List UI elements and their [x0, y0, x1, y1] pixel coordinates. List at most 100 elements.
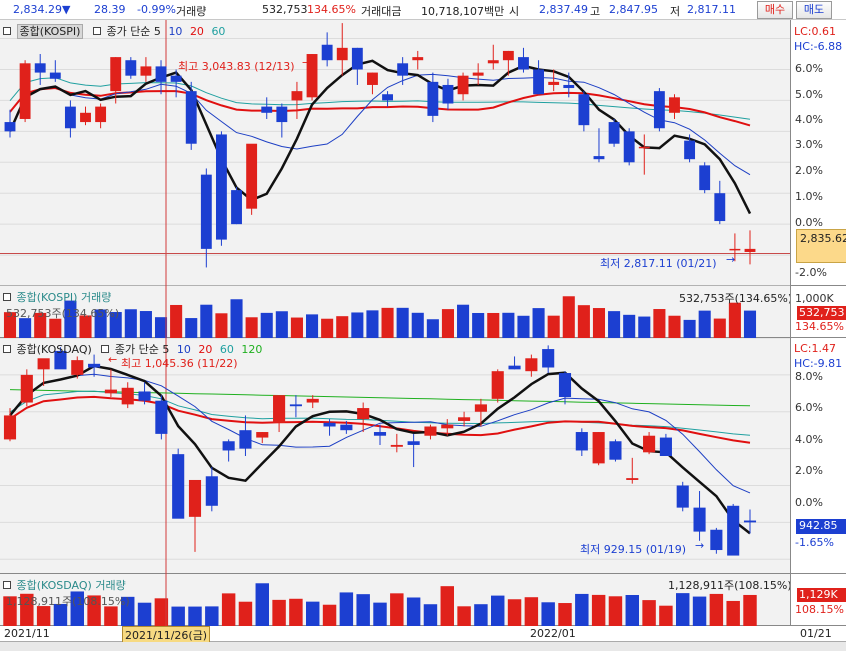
candle-body	[80, 112, 91, 123]
kospi-vol-pct: 134.65%	[795, 320, 844, 333]
candle	[714, 180, 726, 225]
kospi-volume-axis[interactable]: 1,000K 532,753 134.65%	[790, 286, 846, 338]
kosdaq-ma60[interactable]: 60	[219, 343, 234, 356]
candle	[442, 78, 454, 110]
volume-bar	[457, 606, 471, 626]
candle	[321, 32, 333, 67]
candle	[110, 57, 122, 104]
volume-bar	[36, 606, 51, 626]
candle-body	[351, 47, 363, 70]
candle-body	[558, 373, 572, 397]
kospi-ma-label[interactable]: 종가 단순 5	[106, 25, 161, 38]
kosdaq-price-panel[interactable]: 종합(KOSDAQ) 종가 단순 5 10 20 60 120 ← 최고 1,0…	[0, 338, 790, 574]
volume-bar	[205, 606, 219, 626]
candle-body	[727, 505, 740, 556]
candle-body	[593, 156, 605, 160]
candle	[306, 395, 319, 409]
kospi-ma20[interactable]: 20	[189, 25, 204, 38]
volume-bar	[154, 317, 168, 338]
kospi-volume-title-text[interactable]: 종합(KOSPI) 거래량	[16, 291, 112, 304]
kospi-ma10[interactable]: 10	[168, 25, 183, 38]
candle	[222, 439, 235, 462]
volume-bar	[517, 315, 530, 338]
candle-body	[373, 432, 387, 436]
kosdaq-ma-label[interactable]: 종가 단순 5	[114, 343, 170, 356]
candle	[558, 371, 572, 405]
kospi-ma60[interactable]: 60	[211, 25, 226, 38]
kosdaq-ma10[interactable]: 10	[176, 343, 191, 356]
volume-bar	[366, 310, 379, 338]
candle	[172, 448, 185, 519]
low-arrow-icon: →	[695, 539, 705, 552]
low-arrow-icon: →	[726, 253, 736, 266]
candle-body	[246, 143, 258, 209]
amount-label: 거래대금	[361, 5, 402, 18]
volume-bar	[472, 312, 485, 338]
candle	[95, 103, 107, 129]
volume-bar	[591, 594, 606, 626]
high-value: 2,847.95	[609, 3, 658, 16]
volume-bar	[306, 601, 320, 626]
kospi-price-panel[interactable]: 종합(KOSPI) 종가 단순 5 10 20 60 최고 3,043.83 (…	[0, 20, 790, 286]
candle	[743, 509, 757, 534]
candle-body	[222, 441, 235, 451]
candle	[542, 345, 555, 374]
volume-bar	[137, 602, 152, 626]
volume-bar	[577, 305, 590, 338]
candle-body	[261, 106, 273, 113]
kosdaq-volume-title-text[interactable]: 종합(KOSDAQ) 거래량	[16, 579, 126, 592]
kospi-ytick: 4.0%	[795, 113, 823, 126]
volume-bar	[592, 308, 606, 338]
candle	[88, 354, 101, 377]
sell-button[interactable]: 매도	[796, 1, 832, 19]
candle-body	[623, 131, 635, 163]
candle-body	[306, 398, 319, 403]
candle-body	[34, 63, 46, 73]
kospi-volume-panel[interactable]: 종합(KOSPI) 거래량 532,753주(134.65%) 532,753주…	[0, 286, 793, 338]
kosdaq-hc: HC:-9.81	[794, 357, 843, 370]
candle-body	[200, 174, 212, 249]
candle	[138, 382, 151, 405]
candle-body	[442, 84, 454, 104]
candle-body	[693, 507, 706, 532]
candle-body	[533, 69, 545, 95]
kosdaq-ma20[interactable]: 20	[198, 343, 213, 356]
candle	[20, 369, 33, 407]
kospi-y-axis[interactable]: LC:0.61 HC:-6.88 6.0% 5.0% 4.0% 3.0% 2.0…	[790, 20, 846, 286]
panel-box-icon	[3, 27, 11, 35]
volume-bar	[215, 313, 228, 338]
kosdaq-ma120[interactable]: 120	[241, 343, 263, 356]
kosdaq-volume-axis[interactable]: 1,129K 108.15%	[790, 574, 846, 626]
candle-body	[457, 75, 469, 95]
kosdaq-title[interactable]: 종합(KOSDAQ)	[16, 343, 92, 356]
candle	[231, 187, 242, 225]
candle	[699, 162, 711, 194]
x-axis[interactable]: 2021/11 2021/11/26(금) 2022/01 01/21	[0, 626, 846, 644]
horizontal-scrollbar[interactable]	[0, 642, 846, 651]
candle	[744, 230, 756, 265]
kosdaq-y-axis[interactable]: LC:1.47 HC:-9.81 8.0% 6.0% 4.0% 2.0% 0.0…	[790, 338, 846, 574]
candle-body	[508, 365, 521, 370]
volume-bar	[124, 309, 137, 338]
candle	[548, 69, 560, 92]
candle	[729, 233, 741, 262]
volume-bar	[200, 304, 213, 338]
volume-bar	[221, 593, 236, 626]
kospi-candlestick-chart	[0, 20, 790, 286]
candle	[155, 60, 167, 95]
kospi-vol-tick: 1,000K	[795, 292, 834, 305]
kosdaq-volume-panel[interactable]: 종합(KOSDAQ) 거래량 1,128,911주(108.15%) 1,128…	[0, 574, 792, 626]
buy-button[interactable]: 매수	[757, 1, 793, 19]
kosdaq-volume-sub: 1,128,911주(108.15%)	[6, 595, 130, 608]
volume-bar	[19, 318, 32, 338]
panel-box-icon	[92, 27, 101, 35]
volume-bar	[441, 309, 454, 338]
kospi-volume-right: 532,753주(134.65%)	[679, 292, 793, 305]
candle-body	[474, 404, 487, 412]
volume-bar	[339, 592, 354, 626]
volume-bar	[381, 307, 394, 338]
kospi-title[interactable]: 종합(KOSPI)	[16, 24, 84, 39]
volume-bar	[94, 309, 107, 338]
candle-body	[37, 358, 50, 370]
volume-bar	[709, 593, 724, 626]
